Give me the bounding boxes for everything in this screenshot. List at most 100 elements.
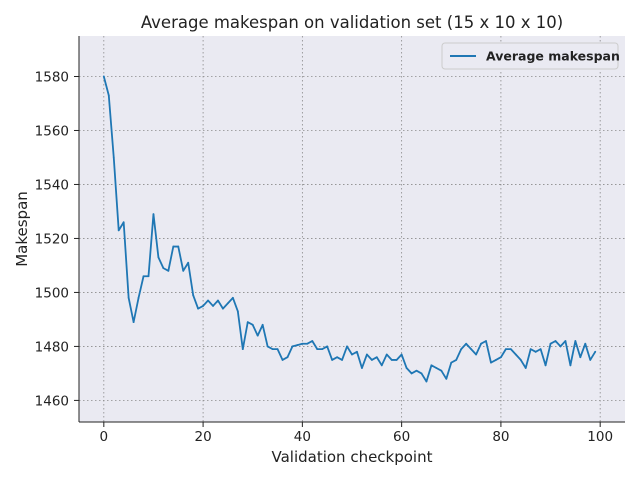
data-point-0-98 [589, 359, 592, 361]
data-point-0-27 [236, 310, 239, 313]
y-tick-label-1540: 1540 [35, 177, 69, 193]
data-point-0-62 [410, 372, 413, 375]
data-point-0-61 [405, 367, 408, 369]
data-point-0-86 [529, 348, 532, 351]
data-point-0-99 [594, 350, 597, 353]
chart-title: Average makespan on validation set (15 x… [141, 13, 563, 32]
data-point-0-17 [187, 261, 190, 264]
data-point-0-18 [192, 294, 195, 297]
data-point-0-41 [306, 342, 309, 345]
data-point-0-5 [127, 296, 130, 299]
data-point-0-31 [256, 334, 259, 337]
data-point-0-12 [162, 267, 165, 270]
data-point-0-43 [316, 348, 319, 351]
data-point-0-42 [311, 340, 314, 342]
data-point-0-14 [172, 245, 175, 248]
y-tick-label-1460: 1460 [35, 393, 69, 409]
data-point-0-89 [544, 364, 547, 367]
data-point-0-80 [500, 356, 502, 359]
data-point-0-65 [425, 380, 428, 383]
data-point-0-52 [361, 367, 363, 369]
data-point-0-56 [380, 364, 383, 367]
data-point-0-67 [435, 367, 438, 369]
data-point-0-21 [207, 299, 209, 302]
data-point-0-90 [549, 342, 552, 345]
data-point-0-39 [296, 344, 299, 346]
data-point-0-20 [202, 305, 204, 307]
data-point-0-26 [231, 296, 234, 299]
data-point-0-40 [301, 342, 304, 345]
data-point-0-9 [147, 275, 150, 278]
data-point-0-36 [281, 359, 284, 361]
x-axis-label: Validation checkpoint [271, 448, 432, 466]
data-point-0-78 [490, 361, 492, 364]
data-point-0-92 [559, 345, 562, 348]
x-axis-ticks: 0 20 40 60 80 100 [100, 422, 613, 445]
data-point-0-63 [415, 369, 418, 372]
grid-lines [79, 36, 625, 422]
data-point-0-73 [465, 342, 468, 345]
data-point-0-79 [495, 359, 497, 361]
data-point-0-95 [574, 340, 577, 342]
y-tick-label-1560: 1560 [35, 123, 69, 139]
x-tick-label-40: 40 [294, 429, 311, 445]
data-point-0-13 [167, 269, 170, 272]
data-point-0-16 [182, 269, 185, 272]
data-point-0-8 [142, 275, 145, 278]
data-point-0-54 [370, 359, 373, 361]
data-point-0-0 [102, 75, 105, 78]
data-point-0-76 [480, 342, 482, 345]
data-point-0-3 [117, 229, 120, 232]
data-point-0-25 [227, 302, 229, 305]
data-point-0-51 [356, 350, 358, 353]
data-point-0-66 [430, 364, 433, 367]
x-tick-label-60: 60 [393, 429, 410, 445]
data-point-0-71 [455, 359, 458, 361]
data-point-0-72 [460, 348, 463, 351]
y-tick-label-1580: 1580 [35, 69, 69, 85]
data-point-0-49 [346, 345, 348, 348]
data-point-0-91 [554, 340, 557, 342]
data-point-0-11 [157, 256, 160, 259]
data-point-0-97 [584, 342, 587, 345]
data-point-0-93 [564, 340, 567, 342]
data-point-0-47 [336, 356, 339, 359]
data-point-0-6 [132, 321, 135, 324]
data-point-0-30 [251, 323, 254, 326]
data-point-0-10 [152, 213, 155, 216]
legend-box [441, 42, 619, 70]
legend: Average makespan [441, 42, 620, 70]
data-point-0-24 [222, 307, 224, 310]
series-line-average-makespan [102, 75, 597, 383]
data-point-0-32 [261, 323, 264, 326]
data-point-0-64 [420, 372, 423, 375]
data-point-0-58 [390, 359, 393, 361]
data-point-0-84 [519, 359, 522, 361]
legend-label-average-makespan: Average makespan [486, 49, 620, 64]
data-point-0-4 [122, 221, 125, 224]
data-point-0-74 [470, 348, 473, 351]
data-point-0-83 [514, 353, 517, 356]
data-point-0-38 [291, 345, 294, 348]
data-point-0-68 [440, 369, 443, 372]
data-point-0-45 [326, 345, 329, 348]
axis-spines [78, 36, 625, 423]
data-point-0-15 [177, 245, 180, 248]
data-point-0-57 [385, 353, 388, 356]
data-point-0-88 [539, 348, 542, 351]
data-point-0-55 [375, 356, 378, 359]
y-axis-label: Makespan [13, 191, 31, 267]
x-tick-label-20: 20 [194, 429, 211, 445]
data-point-0-53 [365, 353, 368, 356]
data-point-0-75 [475, 353, 477, 356]
data-point-0-19 [197, 307, 200, 310]
y-tick-label-1520: 1520 [35, 231, 69, 247]
data-point-0-33 [266, 345, 269, 348]
data-point-0-87 [534, 350, 537, 353]
data-point-0-85 [524, 367, 527, 369]
data-point-0-29 [246, 321, 249, 324]
plot-area-background [79, 36, 625, 422]
data-point-0-70 [450, 361, 453, 364]
data-point-0-48 [341, 359, 343, 361]
